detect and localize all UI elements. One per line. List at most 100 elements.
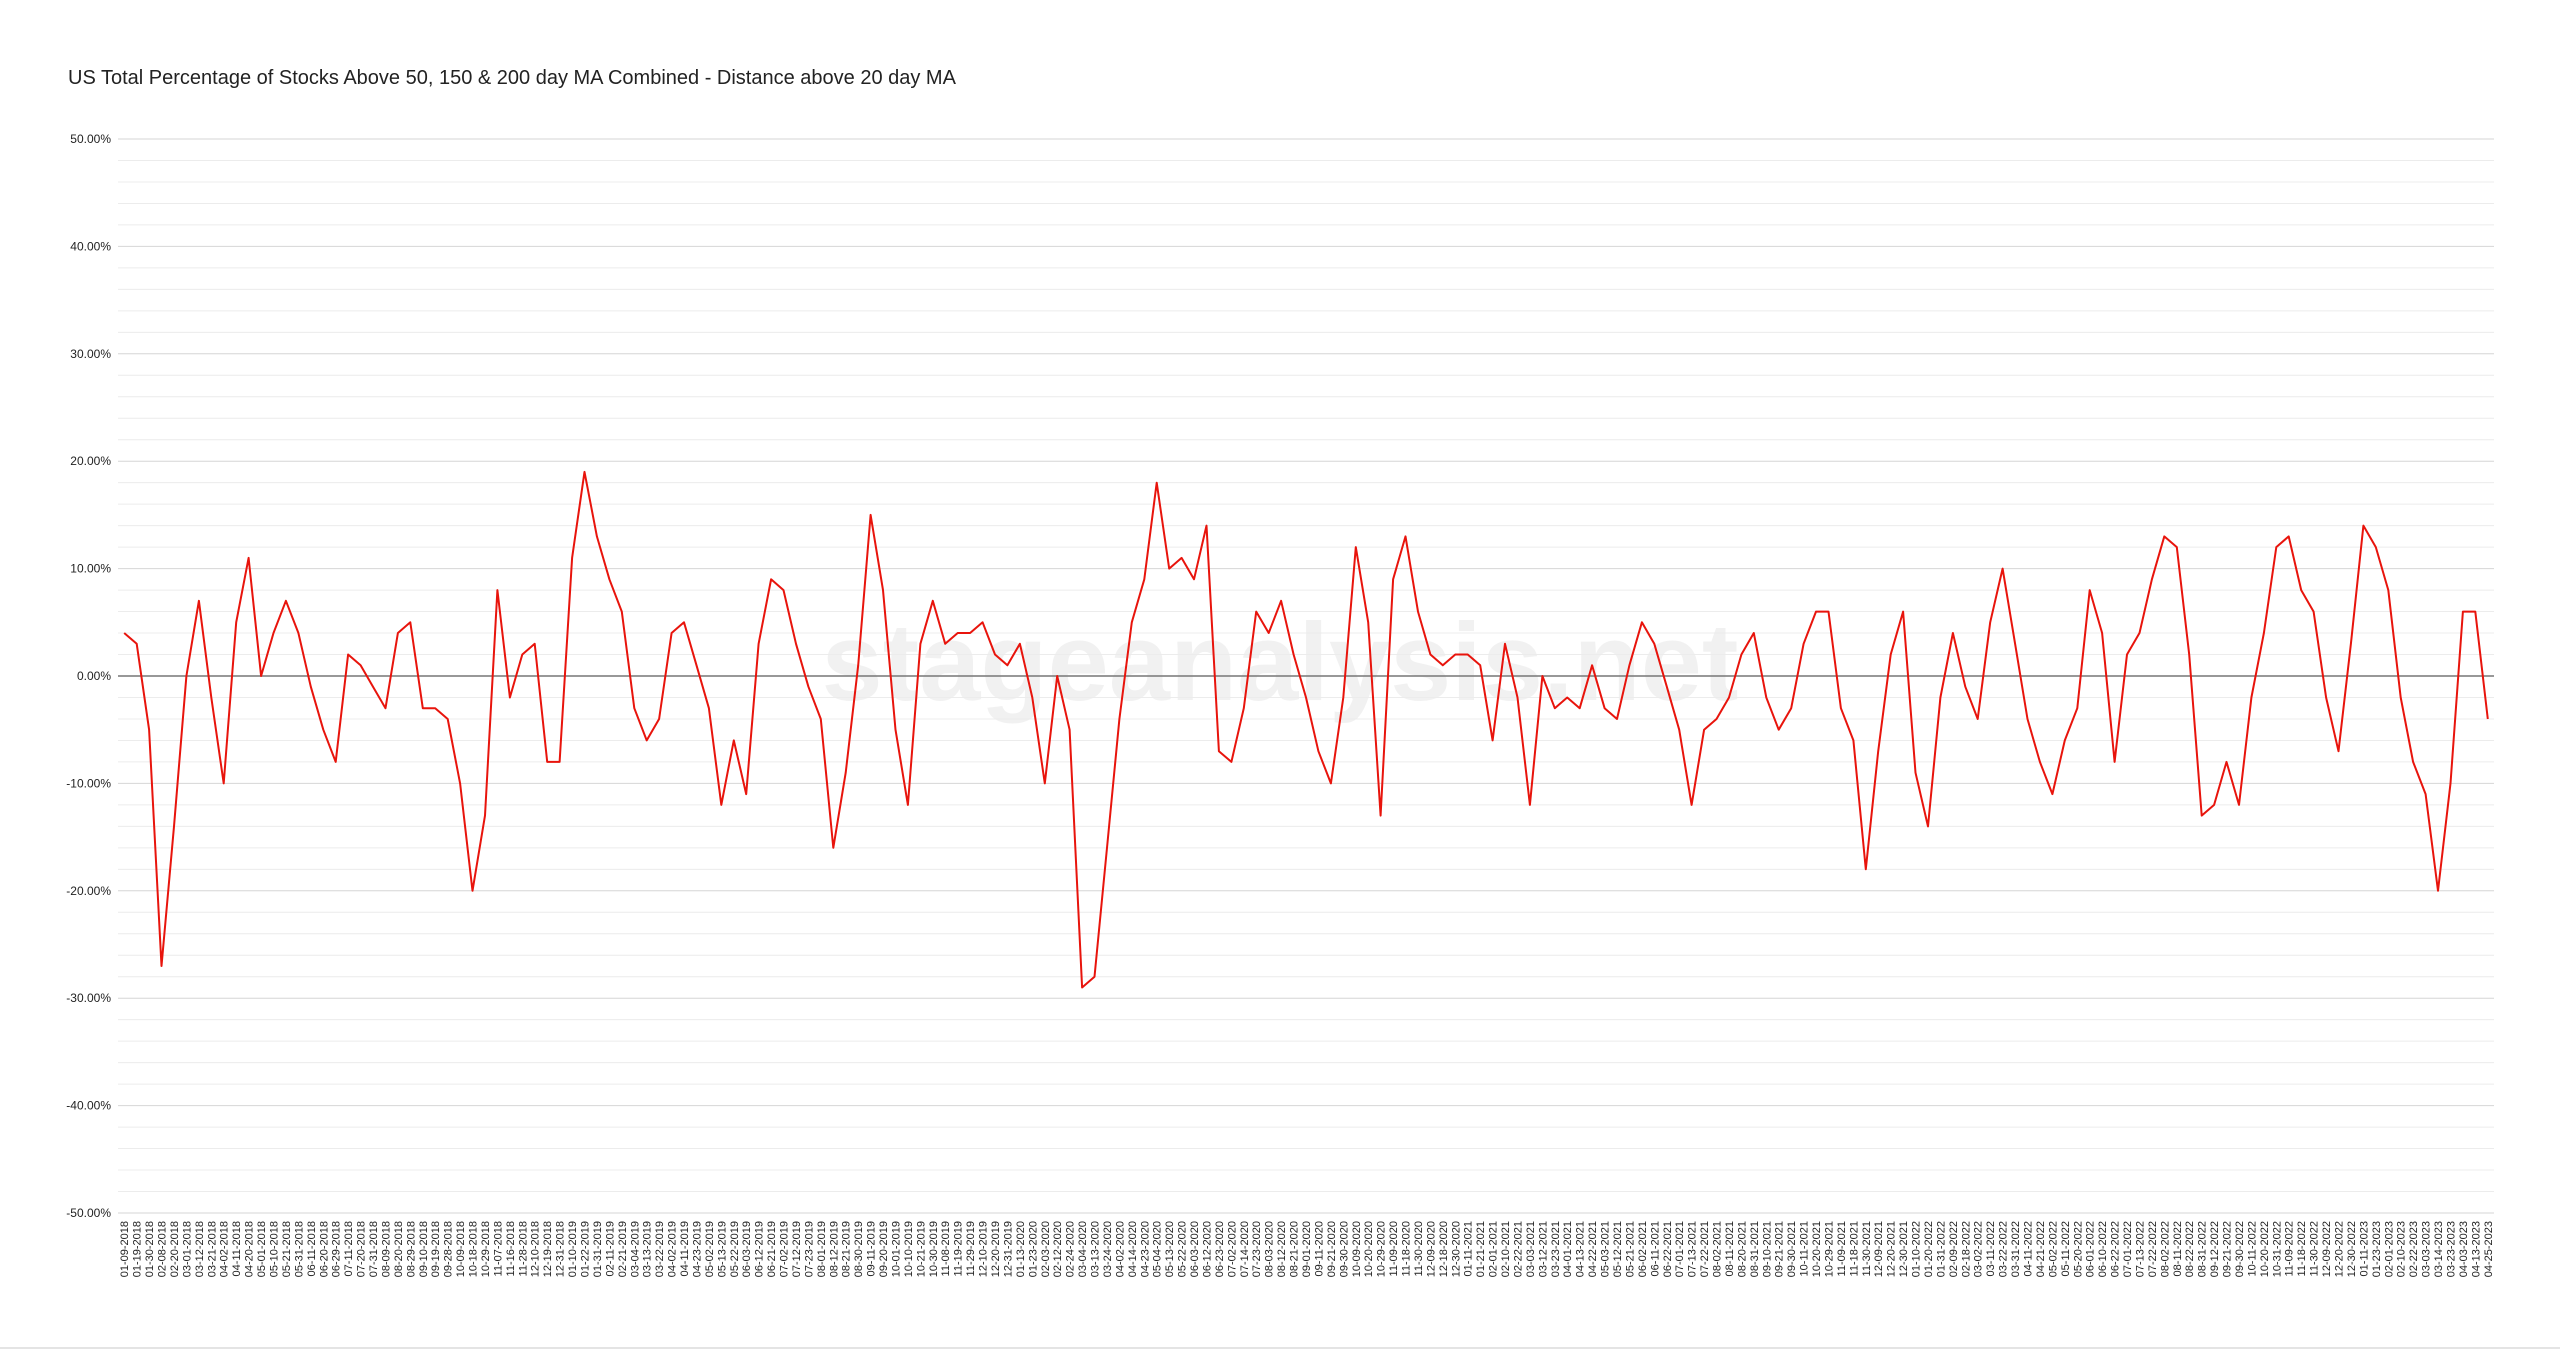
x-tick-label: 10-29-2021 xyxy=(1823,1221,1835,1277)
x-tick-label: 06-12-2019 xyxy=(754,1221,766,1277)
x-tick-label: 01-09-2018 xyxy=(119,1221,131,1277)
x-tick-label: 11-07-2018 xyxy=(492,1221,504,1276)
y-tick-label: 10.00% xyxy=(70,562,111,576)
x-tick-label: 12-10-2018 xyxy=(530,1221,542,1277)
x-tick-label: 09-28-2018 xyxy=(443,1221,455,1277)
x-tick-label: 09-19-2018 xyxy=(430,1221,442,1277)
x-tick-label: 02-24-2020 xyxy=(1065,1221,1077,1277)
x-tick-label: 09-10-2021 xyxy=(1761,1221,1773,1277)
x-tick-label: 09-12-2022 xyxy=(2209,1221,2221,1277)
x-tick-label: 01-20-2022 xyxy=(1923,1221,1935,1277)
x-tick-label: 10-09-2020 xyxy=(1351,1221,1363,1277)
x-tick-label: 07-13-2022 xyxy=(2134,1221,2146,1277)
x-tick-label: 02-22-2021 xyxy=(1512,1221,1524,1277)
x-tick-label: 10-21-2019 xyxy=(915,1221,927,1277)
x-tick-label: 02-01-2023 xyxy=(2383,1221,2395,1277)
x-tick-label: 12-09-2022 xyxy=(2321,1221,2333,1277)
x-tick-label: 11-30-2021 xyxy=(1861,1221,1873,1276)
x-tick-label: 03-04-2020 xyxy=(1077,1221,1089,1277)
x-tick-label: 08-02-2021 xyxy=(1712,1221,1724,1277)
x-tick-label: 04-02-2019 xyxy=(667,1221,679,1277)
x-tick-label: 04-25-2023 xyxy=(2483,1221,2495,1277)
y-tick-label: 30.00% xyxy=(70,347,111,361)
x-tick-label: 04-13-2023 xyxy=(2470,1221,2482,1277)
x-tick-label: 10-10-2019 xyxy=(903,1221,915,1277)
x-tick-label: 05-13-2019 xyxy=(716,1221,728,1277)
x-tick-label: 09-11-2020 xyxy=(1313,1221,1325,1276)
x-tick-label: 02-08-2018 xyxy=(157,1221,169,1277)
y-tick-label: 20.00% xyxy=(70,454,111,468)
x-tick-label: 11-28-2018 xyxy=(517,1221,529,1276)
x-tick-label: 08-03-2020 xyxy=(1264,1221,1276,1277)
x-tick-label: 11-18-2021 xyxy=(1848,1221,1860,1276)
x-tick-label: 09-01-2020 xyxy=(1301,1221,1313,1277)
x-tick-label: 05-04-2020 xyxy=(1152,1221,1164,1277)
x-tick-label: 12-20-2019 xyxy=(990,1221,1002,1277)
x-tick-label: 08-02-2022 xyxy=(2159,1221,2171,1277)
x-tick-label: 11-30-2020 xyxy=(1413,1221,1425,1276)
x-tick-label: 07-11-2018 xyxy=(343,1221,355,1276)
y-tick-label: -40.00% xyxy=(66,1099,111,1113)
x-tick-label: 08-12-2020 xyxy=(1276,1221,1288,1277)
x-tick-label: 05-12-2021 xyxy=(1612,1221,1624,1277)
y-tick-label: -30.00% xyxy=(66,991,111,1005)
x-tick-label: 09-10-2018 xyxy=(418,1221,430,1277)
x-tick-label: 02-20-2018 xyxy=(169,1221,181,1277)
x-tick-label: 08-22-2022 xyxy=(2184,1221,2196,1277)
x-tick-label: 01-31-2019 xyxy=(592,1221,604,1277)
x-tick-label: 07-20-2018 xyxy=(356,1221,368,1277)
x-tick-label: 10-11-2021 xyxy=(1799,1221,1811,1276)
x-tick-label: 07-01-2022 xyxy=(2122,1221,2134,1277)
x-tick-label: 02-03-2020 xyxy=(1040,1221,1052,1277)
x-tick-label: 06-11-2018 xyxy=(306,1221,318,1276)
x-tick-label: 12-30-2020 xyxy=(1450,1221,1462,1277)
x-tick-label: 03-21-2018 xyxy=(206,1221,218,1277)
x-tick-label: 05-03-2021 xyxy=(1600,1221,1612,1277)
y-tick-label: -20.00% xyxy=(66,884,111,898)
x-tick-label: 10-20-2022 xyxy=(2259,1221,2271,1277)
x-tick-label: 02-21-2019 xyxy=(617,1221,629,1277)
x-tick-label: 05-10-2018 xyxy=(268,1221,280,1277)
y-tick-label: 0.00% xyxy=(77,669,111,683)
y-tick-label: -50.00% xyxy=(66,1206,111,1220)
x-tick-label: 04-02-2020 xyxy=(1114,1221,1126,1277)
x-tick-label: 09-30-2022 xyxy=(2234,1221,2246,1277)
x-tick-label: 12-09-2020 xyxy=(1425,1221,1437,1277)
x-tick-label: 04-02-2018 xyxy=(219,1221,231,1277)
x-tick-label: 11-18-2020 xyxy=(1401,1221,1413,1276)
x-tick-label: 05-02-2019 xyxy=(704,1221,716,1277)
x-tick-label: 08-20-2018 xyxy=(393,1221,405,1277)
x-tick-label: 03-02-2022 xyxy=(1973,1221,1985,1277)
x-tick-label: 06-20-2018 xyxy=(318,1221,330,1277)
x-tick-label: 04-11-2019 xyxy=(679,1221,691,1276)
x-tick-label: 05-13-2020 xyxy=(1164,1221,1176,1277)
x-tick-label: 04-14-2020 xyxy=(1127,1221,1139,1277)
x-tick-label: 11-19-2019 xyxy=(953,1221,965,1276)
x-tick-label: 06-03-2020 xyxy=(1189,1221,1201,1277)
x-tick-label: 08-30-2019 xyxy=(853,1221,865,1277)
x-tick-label: 05-02-2022 xyxy=(2047,1221,2059,1277)
x-tick-label: 05-20-2022 xyxy=(2072,1221,2084,1277)
x-tick-label: 10-29-2018 xyxy=(480,1221,492,1277)
x-tick-label: 09-30-2020 xyxy=(1338,1221,1350,1277)
x-tick-label: 03-01-2018 xyxy=(181,1221,193,1277)
x-tick-label: 07-31-2018 xyxy=(368,1221,380,1277)
x-tick-label: 03-11-2022 xyxy=(1985,1221,1997,1276)
x-tick-label: 09-21-2022 xyxy=(2222,1221,2234,1277)
x-tick-label: 10-31-2022 xyxy=(2271,1221,2283,1277)
x-tick-label: 03-04-2019 xyxy=(629,1221,641,1277)
x-tick-label: 08-31-2021 xyxy=(1749,1221,1761,1277)
x-tick-label: 09-21-2020 xyxy=(1326,1221,1338,1277)
x-tick-label: 03-23-2021 xyxy=(1550,1221,1562,1277)
x-tick-label: 06-22-2022 xyxy=(2110,1221,2122,1277)
x-tick-label: 06-10-2022 xyxy=(2097,1221,2109,1277)
x-tick-label: 04-11-2018 xyxy=(231,1221,243,1276)
x-tick-label: 07-23-2020 xyxy=(1251,1221,1263,1277)
x-tick-label: 12-31-2018 xyxy=(555,1221,567,1277)
y-tick-label: -10.00% xyxy=(66,776,111,790)
x-tick-label: 05-01-2018 xyxy=(256,1221,268,1277)
x-tick-label: 06-03-2019 xyxy=(741,1221,753,1277)
x-tick-label: 12-18-2020 xyxy=(1438,1221,1450,1277)
x-tick-label: 05-21-2021 xyxy=(1624,1221,1636,1277)
